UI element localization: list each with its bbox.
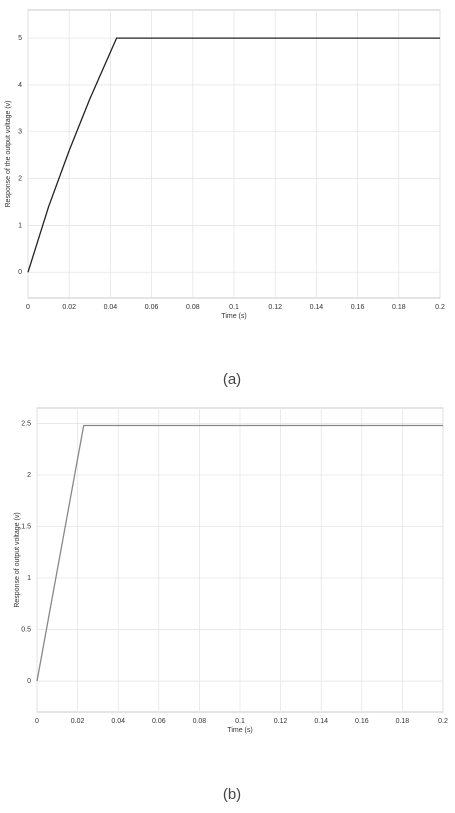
y-tick-label: 2: [18, 175, 22, 182]
x-tick-label: 0.04: [104, 304, 118, 311]
y-tick-label: 3: [18, 129, 22, 136]
x-tick-label: 0.2: [438, 718, 448, 725]
y-axis-label: Response of the output voltage (v): [5, 100, 12, 207]
x-tick-label: 0.02: [62, 304, 76, 311]
line: [27, 37, 440, 273]
y-tick-label: 1: [27, 575, 31, 582]
x-tick-label: 0.14: [310, 304, 324, 311]
y-tick-label: 5: [18, 35, 22, 42]
y-tick-label: 4: [18, 82, 22, 89]
x-tick-label: 0.06: [145, 304, 159, 311]
x-tick-label: 0.06: [152, 718, 166, 725]
y-tick-label: 0.5: [21, 626, 31, 633]
x-tick-label: 0.18: [396, 718, 410, 725]
x-tick-label: 0.12: [268, 304, 282, 311]
y-tick-label: 1.5: [21, 523, 31, 530]
y-tick-label: 0: [18, 269, 22, 276]
y-tick-label: 0: [27, 678, 31, 685]
caption: (a): [223, 371, 241, 388]
x-axis-label: Time (s): [227, 727, 252, 734]
x-tick-label: 0.16: [351, 304, 365, 311]
caption: (b): [223, 786, 241, 803]
x-tick-label: 0.02: [71, 718, 85, 725]
x-tick-label: 0.12: [274, 718, 288, 725]
x-tick-label: 0.1: [229, 304, 239, 311]
x-tick-label: 0: [26, 304, 30, 311]
x-tick-label: 0.08: [193, 718, 207, 725]
y-tick-label: 2.5: [21, 420, 31, 427]
y-tick-label: 1: [18, 222, 22, 229]
line: [36, 424, 443, 682]
y-tick-label: 2: [27, 472, 31, 479]
x-tick-label: 0.2: [435, 304, 445, 311]
x-axis-label: Time (s): [221, 313, 246, 320]
y-axis-label: Response of output voltage (v): [14, 512, 21, 607]
x-tick-label: 0: [35, 718, 39, 725]
x-tick-label: 0.04: [111, 718, 125, 725]
x-tick-label: 0.18: [392, 304, 406, 311]
x-tick-label: 0.16: [355, 718, 369, 725]
x-tick-label: 0.08: [186, 304, 200, 311]
x-tick-label: 0.1: [235, 718, 245, 725]
x-tick-label: 0.14: [314, 718, 328, 725]
